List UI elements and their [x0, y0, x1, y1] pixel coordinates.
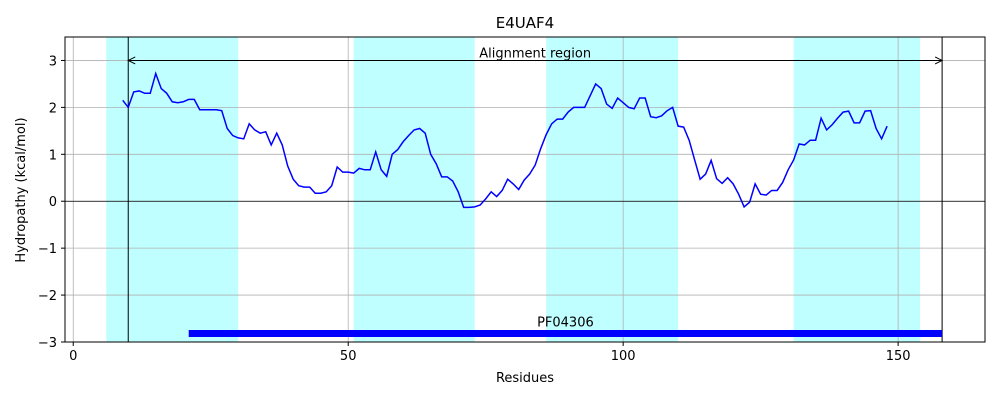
- x-axis-label: Residues: [496, 371, 554, 386]
- x-tick-label: 150: [886, 349, 911, 364]
- arrow-head: [127, 56, 136, 65]
- y-tick-label: −1: [38, 242, 57, 257]
- shaded-region: [546, 37, 679, 342]
- y-tick-label: 2: [49, 101, 57, 116]
- x-tick-label: 0: [69, 349, 77, 364]
- plot-frame: [64, 36, 986, 343]
- shaded-region: [353, 37, 475, 342]
- arrow-head: [934, 56, 944, 65]
- y-tick-label: −3: [38, 336, 57, 351]
- hydropathy-line: [122, 71, 888, 209]
- x-tick-label: 50: [340, 349, 357, 364]
- shaded-region: [106, 37, 239, 342]
- chart-title: E4UAF4: [496, 14, 554, 32]
- y-tick-label: 1: [49, 148, 57, 163]
- shaded-region: [793, 37, 921, 342]
- y-axis-label: Hydropathy (kcal/mol): [14, 117, 29, 262]
- alignment-label: Alignment region: [479, 46, 591, 61]
- y-tick-label: 0: [49, 195, 57, 210]
- y-tick-label: −2: [38, 289, 57, 304]
- x-tick-label: 100: [611, 349, 636, 364]
- y-tick-label: 3: [49, 54, 57, 69]
- domain-label: PF04306: [537, 316, 594, 331]
